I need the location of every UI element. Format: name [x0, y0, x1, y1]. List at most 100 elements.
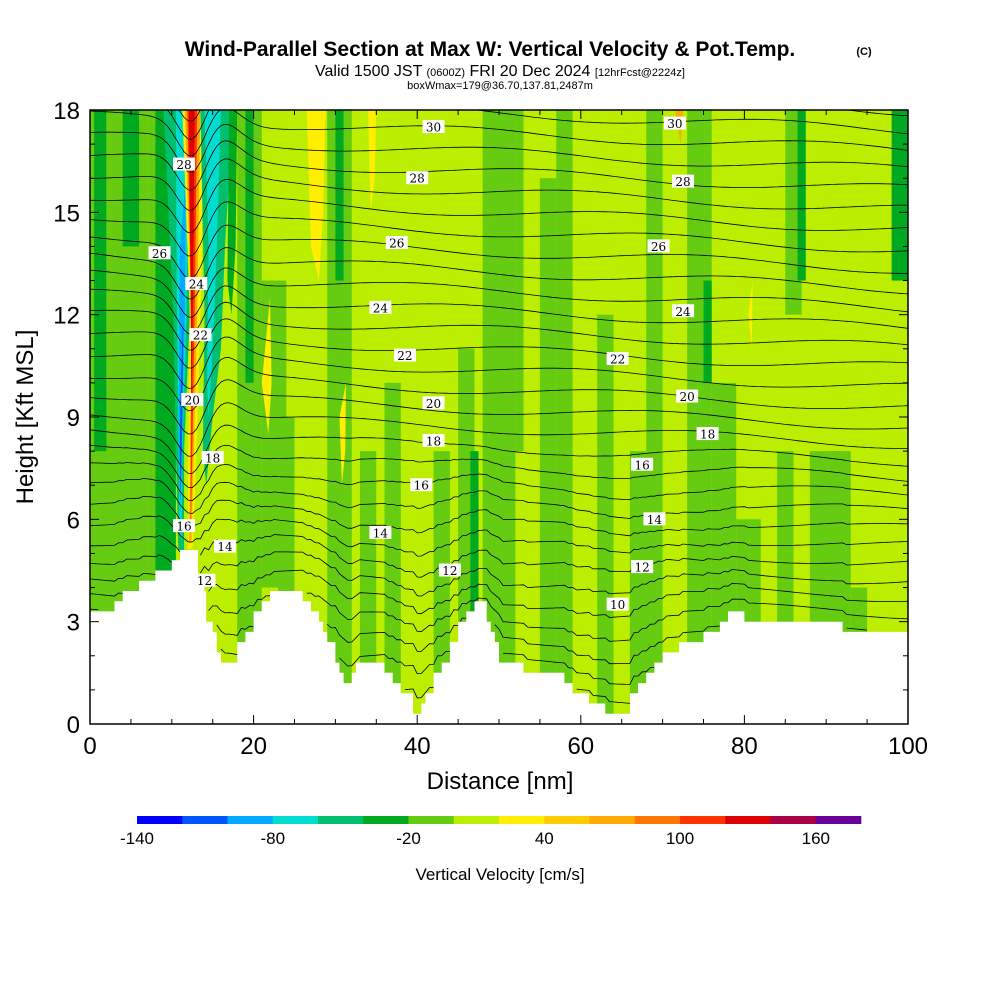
contour-label: 30 [422, 120, 445, 135]
terrain-mask [90, 550, 908, 724]
contour-label-text: 24 [189, 277, 205, 291]
contour-label: 20 [422, 396, 445, 411]
field-band [556, 110, 573, 724]
contour-label-text: 24 [373, 301, 389, 315]
contour-label: 16 [631, 457, 654, 472]
field-band [515, 110, 524, 452]
theta-contour-line [90, 247, 908, 300]
contour-label: 18 [696, 427, 719, 442]
contour-label: 12 [438, 563, 461, 578]
theta-contour-line [90, 357, 908, 412]
theta-contour-line [90, 158, 908, 211]
contour-label-bg [438, 563, 461, 577]
updraft-small [339, 382, 346, 486]
field-band [94, 110, 107, 452]
copyright-mark: (C) [856, 46, 872, 58]
y-tick-label: 3 [67, 610, 80, 637]
contour-label-text: 22 [193, 329, 208, 343]
x-tick-label: 60 [567, 733, 594, 760]
theta-contour-line [90, 318, 908, 369]
y-tick-label: 0 [67, 712, 80, 739]
contour-label: 26 [385, 236, 408, 251]
updraft-max [189, 110, 195, 417]
field-band [785, 110, 802, 315]
contour-label: 12 [193, 573, 216, 588]
theta-contour-line [90, 140, 908, 191]
theta-contour-line [90, 285, 908, 335]
theta-contour-line [220, 648, 655, 685]
contour-label: 16 [410, 478, 433, 493]
contour-label-text: 26 [152, 247, 167, 261]
field-band [384, 382, 401, 724]
contour-label-bg [676, 389, 699, 403]
theta-contour-line [90, 301, 908, 351]
contour-label-text: 16 [635, 458, 650, 472]
field-band [106, 110, 123, 383]
colorbar-swatch [544, 816, 590, 824]
theta-contour-line [90, 336, 908, 389]
x-axis-label: Distance [nm] [427, 768, 574, 795]
contour-label-bg [606, 597, 629, 611]
field-band [797, 110, 806, 281]
colorbar-tick-label: -140 [120, 829, 154, 848]
field-band [470, 451, 479, 622]
colorbar-tick-label: 160 [802, 829, 830, 848]
valid-date: FRI 20 Dec 2024 [470, 63, 591, 80]
contour-label: 20 [676, 389, 699, 404]
contour-label-bg [406, 171, 429, 185]
contour-label-bg [631, 560, 654, 574]
colorbar-swatch [589, 816, 636, 824]
contour-label: 30 [663, 116, 686, 131]
theta-contour-line [90, 515, 908, 557]
contour-label-bg [672, 174, 695, 188]
contour-label-text: 22 [610, 353, 625, 367]
x-tick-label: 0 [83, 733, 96, 760]
colorbar-tick-label: -20 [396, 829, 421, 848]
downdraft-right-tail [227, 110, 238, 315]
theta-contour-line [90, 534, 908, 578]
contour-label-text: 12 [197, 574, 212, 588]
contour-label-text: 14 [217, 540, 233, 554]
theta-contour-line [90, 424, 908, 474]
contour-label-bg [385, 236, 408, 250]
y-tick-label: 18 [53, 98, 80, 125]
contour-label: 18 [422, 433, 445, 448]
contour-label: 26 [647, 239, 670, 254]
contour-label-bg [369, 300, 392, 314]
field-band [335, 110, 344, 281]
chart-title: Wind-Parallel Section at Max W: Vertical… [185, 38, 796, 61]
theta-contour-line [404, 686, 630, 704]
contour-label-bg [148, 246, 171, 260]
contour-label-bg [606, 352, 629, 366]
updraft-secondary [306, 110, 326, 281]
valid-utc: (0600Z) [427, 67, 466, 79]
valid-time: Valid 1500 JST [315, 63, 423, 80]
contour-label-bg [185, 276, 208, 290]
theta-contour-line [90, 444, 908, 489]
contour-label: 20 [181, 392, 204, 407]
theta-contour-line [90, 592, 908, 642]
contour-label: 22 [393, 348, 416, 363]
theta-contour-line [90, 178, 908, 234]
contour-label: 22 [189, 328, 212, 343]
contour-label-bg [181, 392, 204, 406]
theta-contour-line [90, 267, 908, 318]
colorbar-swatch [815, 816, 862, 824]
field-band [245, 110, 254, 383]
contour-label: 24 [672, 304, 695, 319]
contour-label-text: 20 [426, 397, 441, 411]
field-band [539, 178, 557, 724]
colorbar-label: Vertical Velocity [cm/s] [415, 865, 584, 884]
contour-label-text: 30 [667, 117, 682, 131]
contour-label: 24 [369, 300, 392, 315]
chart-subtitle: Valid 1500 JST (0600Z) FRI 20 Dec 2024 [… [315, 63, 685, 80]
field-band [703, 280, 712, 383]
theta-contour-line [90, 402, 908, 457]
y-tick-label: 9 [67, 405, 80, 432]
contour-label-text: 22 [397, 349, 412, 363]
x-tick-label: 100 [888, 733, 928, 760]
colorbar-tick-labels: -140 -80 -20 40 100 160 [120, 829, 830, 848]
contour-label: 14 [369, 525, 392, 540]
field-band [646, 110, 663, 452]
contour-label-text: 18 [700, 428, 715, 442]
